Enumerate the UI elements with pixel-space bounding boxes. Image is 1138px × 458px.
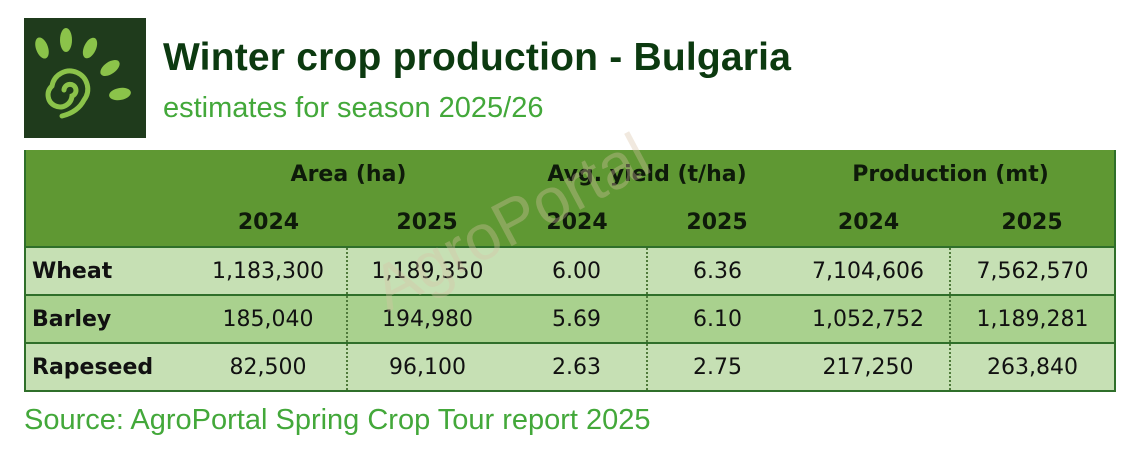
header-year: 2024 xyxy=(237,209,300,235)
table-cell: 1,189,350 xyxy=(345,246,508,295)
agroportal-logo xyxy=(24,18,146,138)
table-cell: 6.10 xyxy=(646,294,788,343)
header-year: 2025 xyxy=(396,209,458,235)
table-row: Barley 185,040 194,980 5.69 6.10 1,052,7… xyxy=(25,294,1116,343)
table-cell: 263,840 xyxy=(949,342,1116,392)
header-year: 2024 xyxy=(546,209,608,235)
header-group-production: Production (mt) xyxy=(852,161,1049,187)
crop-table-container: Area (ha) Avg. yield (t/ha) Production (… xyxy=(24,150,1117,392)
source-note: Source: AgroPortal Spring Crop Tour repo… xyxy=(24,404,651,436)
table-cell: 82,500 xyxy=(190,342,347,392)
page-subtitle: estimates for season 2025/26 xyxy=(163,92,544,124)
header-year: 2025 xyxy=(1001,209,1063,235)
table-cell: 1,183,300 xyxy=(190,246,347,295)
table-cell: 96,100 xyxy=(345,342,508,392)
table-cell: 6.00 xyxy=(507,246,648,295)
crop-name: Wheat xyxy=(25,246,190,295)
crop-production-table: Area (ha) Avg. yield (t/ha) Production (… xyxy=(24,150,1117,392)
table-cell: 7,104,606 xyxy=(787,246,951,295)
table-cell: 7,562,570 xyxy=(949,246,1116,295)
table-cell: 217,250 xyxy=(787,342,951,392)
table-row: Wheat 1,183,300 1,189,350 6.00 6.36 7,10… xyxy=(25,246,1116,295)
header-empty-cell xyxy=(25,198,190,247)
header-year: 2025 xyxy=(686,209,748,235)
leaf-spiral-icon xyxy=(35,28,131,119)
table-cell: 194,980 xyxy=(345,294,508,343)
page-title: Winter crop production - Bulgaria xyxy=(163,36,792,79)
crop-name: Barley xyxy=(25,294,190,343)
header-year: 2024 xyxy=(837,209,900,235)
table-cell: 185,040 xyxy=(190,294,347,343)
table-cell: 1,189,281 xyxy=(949,294,1116,343)
table-header-groups: Area (ha) Avg. yield (t/ha) Production (… xyxy=(25,150,1116,198)
table-cell: 6.36 xyxy=(646,246,788,295)
table-row: Rapeseed 82,500 96,100 2.63 2.75 217,250… xyxy=(25,342,1116,392)
header-group-area: Area (ha) xyxy=(290,161,407,187)
table-cell: 5.69 xyxy=(507,294,648,343)
table-cell: 2.75 xyxy=(646,342,788,392)
table-cell: 1,052,752 xyxy=(787,294,951,343)
header-group-yield: Avg. yield (t/ha) xyxy=(547,161,747,187)
header-empty-cell xyxy=(25,150,190,198)
crop-name: Rapeseed xyxy=(25,342,190,392)
table-header-years: 2024 2025 2024 2025 2024 2025 xyxy=(25,198,1116,247)
table-cell: 2.63 xyxy=(507,342,648,392)
